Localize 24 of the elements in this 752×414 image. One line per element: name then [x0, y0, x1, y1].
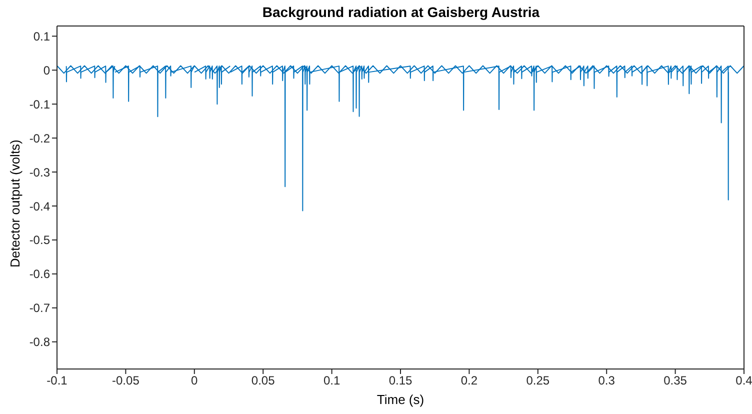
x-tick-label: 0.25 [526, 374, 550, 388]
y-tick-label: -0.2 [29, 131, 50, 146]
x-axis-title: Time (s) [376, 392, 424, 407]
x-tick-label: 0.2 [460, 374, 478, 388]
x-tick-label: 0.15 [388, 374, 412, 388]
x-tick-label: -0.1 [46, 374, 68, 388]
y-tick-label: -0.6 [29, 267, 50, 282]
y-tick-label: -0.7 [29, 301, 50, 316]
x-tick-label: 0.4 [736, 374, 752, 388]
y-tick-label: -0.1 [29, 97, 50, 112]
y-tick-label: -0.4 [29, 199, 50, 214]
x-tick-label: -0.05 [112, 374, 140, 388]
y-tick-label: 0.1 [33, 29, 50, 44]
x-tick-label: 0.05 [251, 374, 276, 388]
x-tick-label: 0.3 [598, 374, 616, 388]
y-tick-label: -0.8 [29, 335, 50, 350]
x-tick-label: 0.1 [323, 374, 340, 388]
x-tick-label: 0.35 [664, 374, 688, 388]
x-tick-label: 0 [191, 374, 198, 388]
y-tick-label: -0.5 [29, 233, 50, 248]
y-tick-label: -0.3 [29, 165, 50, 180]
chart-title: Background radiation at Gaisberg Austria [261, 4, 541, 20]
y-axis-title: Detector output (volts) [8, 140, 23, 268]
y-tick-label: 0 [43, 63, 50, 78]
